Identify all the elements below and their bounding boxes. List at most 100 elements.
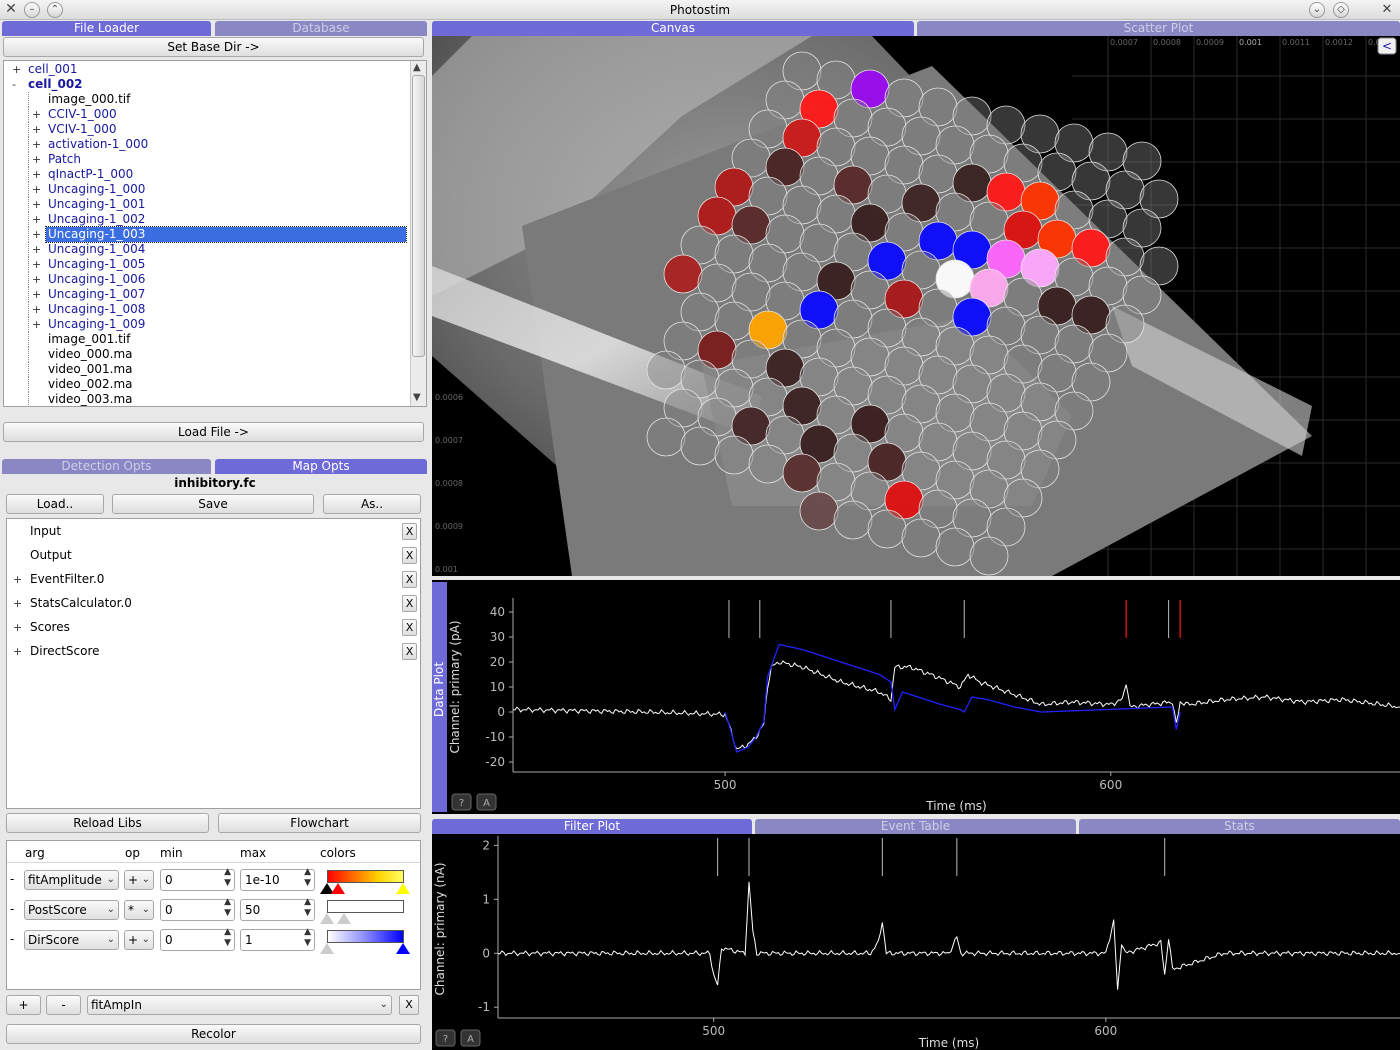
uncaging-spot[interactable] <box>1054 123 1094 163</box>
uncaging-spot[interactable] <box>867 509 907 549</box>
tree-item[interactable]: Uncaging-1_006 <box>48 272 146 286</box>
tree-expander-icon[interactable]: + <box>32 258 42 271</box>
flowchart-node-item[interactable]: EventFilter.0 <box>30 572 105 586</box>
uncaging-spot[interactable] <box>884 346 924 386</box>
color-gradient-bar[interactable] <box>327 900 404 913</box>
uncaging-spot[interactable] <box>918 87 958 127</box>
uncaging-spot[interactable] <box>1054 257 1094 297</box>
uncaging-spot[interactable] <box>969 335 1009 375</box>
uncaging-spot[interactable] <box>731 205 771 245</box>
uncaging-spot[interactable] <box>969 402 1009 442</box>
clear-arg-button[interactable]: X <box>399 995 419 1015</box>
tab-canvas[interactable]: Canvas <box>432 21 914 36</box>
tree-expander-icon[interactable]: + <box>32 138 42 151</box>
uncaging-spot[interactable] <box>663 254 703 294</box>
button-frame[interactable] <box>476 793 497 811</box>
tree-item[interactable]: Uncaging-1_003 <box>45 226 407 243</box>
uncaging-spot[interactable] <box>1037 420 1077 460</box>
uncaging-spots[interactable] <box>646 51 1179 576</box>
op-select[interactable]: + ⌄ <box>124 870 154 890</box>
uncaging-spot[interactable] <box>884 413 924 453</box>
uncaging-spot[interactable] <box>952 498 992 538</box>
uncaging-spot[interactable] <box>986 507 1026 547</box>
uncaging-spot[interactable] <box>1071 161 1111 201</box>
uncaging-spot[interactable] <box>782 185 822 225</box>
tree-item[interactable]: cell_002 <box>28 77 83 91</box>
flowchart-node-list[interactable]: Input X Output X + EventFilter.0 X + StatsCalcul… <box>6 518 421 809</box>
arg-select[interactable]: DirScore ⌄ <box>24 930 119 950</box>
uncaging-spot[interactable] <box>1071 295 1111 335</box>
gradient-stop-handle[interactable] <box>320 913 334 924</box>
uncaging-spot[interactable] <box>901 384 941 424</box>
tree-item[interactable]: VCIV-1_000 <box>48 122 117 136</box>
remove-row-button[interactable]: - <box>46 995 81 1015</box>
uncaging-spot[interactable] <box>833 165 873 205</box>
uncaging-spot[interactable] <box>935 192 975 232</box>
uncaging-spot[interactable] <box>816 328 856 368</box>
uncaging-spot[interactable] <box>748 243 788 283</box>
plot-help-button[interactable]: ? <box>451 793 472 811</box>
uncaging-spot[interactable] <box>969 134 1009 174</box>
uncaging-spot[interactable] <box>833 500 873 540</box>
tab-event-table[interactable]: Event Table <box>755 819 1076 834</box>
tree-item[interactable]: video_000.ma <box>48 347 133 361</box>
uncaging-spot[interactable] <box>765 348 805 388</box>
max-spinbox[interactable]: 1e-10 ▲ ▼ <box>240 867 315 891</box>
uncaging-spot[interactable] <box>1020 449 1060 489</box>
uncaging-spot[interactable] <box>1088 132 1128 172</box>
canvas-svg[interactable]: 0.0007 0.0008 0.0009 0.001 0.0011 0.0012 0.001… <box>432 36 1400 576</box>
uncaging-spot[interactable] <box>646 417 686 457</box>
save-flowchart-button[interactable]: Save <box>112 494 314 514</box>
uncaging-spot[interactable] <box>867 375 907 415</box>
uncaging-spot[interactable] <box>816 261 856 301</box>
uncaging-spot[interactable] <box>1139 246 1179 286</box>
arg-select[interactable]: fitAmplitude ⌄ <box>24 870 119 890</box>
uncaging-spot[interactable] <box>884 78 924 118</box>
color-gradient-bar[interactable] <box>327 930 404 943</box>
gradient-stop-handle[interactable] <box>396 943 410 954</box>
uncaging-spot[interactable] <box>901 183 941 223</box>
uncaging-spot[interactable] <box>1020 248 1060 288</box>
window-menu-icon[interactable]: – <box>24 2 40 18</box>
tree-item[interactable]: Uncaging-1_001 <box>48 197 146 211</box>
tree-item[interactable]: Uncaging-1_004 <box>48 242 146 256</box>
node-expander-icon[interactable]: + <box>13 597 23 610</box>
uncaging-spot[interactable] <box>935 527 975 567</box>
node-expander-icon[interactable]: + <box>13 645 23 658</box>
file-tree[interactable]: + cell_001- cell_002 image_000.tif + CCIV-1_0… <box>3 60 427 407</box>
uncaging-spot[interactable] <box>1071 362 1111 402</box>
save-as-flowchart-button[interactable]: As.. <box>323 494 421 514</box>
minimize-icon[interactable]: ⌄ <box>1309 2 1325 18</box>
uncaging-spot[interactable] <box>663 388 703 428</box>
min-spinbox[interactable]: 0 ▲ ▼ <box>160 867 235 891</box>
tree-item[interactable]: CCIV-1_000 <box>48 107 117 121</box>
uncaging-spot[interactable] <box>867 442 907 482</box>
uncaging-spot[interactable] <box>1020 181 1060 221</box>
row-remove-icon[interactable]: - <box>10 872 15 886</box>
uncaging-spot[interactable] <box>850 136 890 176</box>
uncaging-spot[interactable] <box>1105 237 1145 277</box>
gradient-stop-handle[interactable] <box>396 883 410 894</box>
uncaging-spot[interactable] <box>1122 275 1162 315</box>
remove-node-button[interactable]: X <box>402 619 417 636</box>
uncaging-spot[interactable] <box>901 317 941 357</box>
tree-expander-icon[interactable]: + <box>32 108 42 121</box>
color-gradient-bar[interactable] <box>327 870 404 883</box>
uncaging-spot[interactable] <box>952 96 992 136</box>
uncaging-spot[interactable] <box>1020 114 1060 154</box>
flowchart-button[interactable]: Flowchart <box>218 813 421 833</box>
add-row-button[interactable]: + <box>6 995 41 1015</box>
uncaging-spot[interactable] <box>884 279 924 319</box>
tree-expander-icon[interactable]: + <box>32 153 42 166</box>
tree-item[interactable]: image_000.tif <box>48 92 131 106</box>
remove-node-button[interactable]: X <box>402 523 417 540</box>
flowchart-node-item[interactable]: Input <box>30 524 62 538</box>
uncaging-spot[interactable] <box>1139 179 1179 219</box>
uncaging-spot[interactable] <box>969 469 1009 509</box>
uncaging-spot[interactable] <box>1122 208 1162 248</box>
uncaging-spot[interactable] <box>799 89 839 129</box>
uncaging-spot[interactable] <box>1003 478 1043 518</box>
uncaging-spot[interactable] <box>799 290 839 330</box>
uncaging-spot[interactable] <box>714 234 754 274</box>
uncaging-spot[interactable] <box>799 357 839 397</box>
